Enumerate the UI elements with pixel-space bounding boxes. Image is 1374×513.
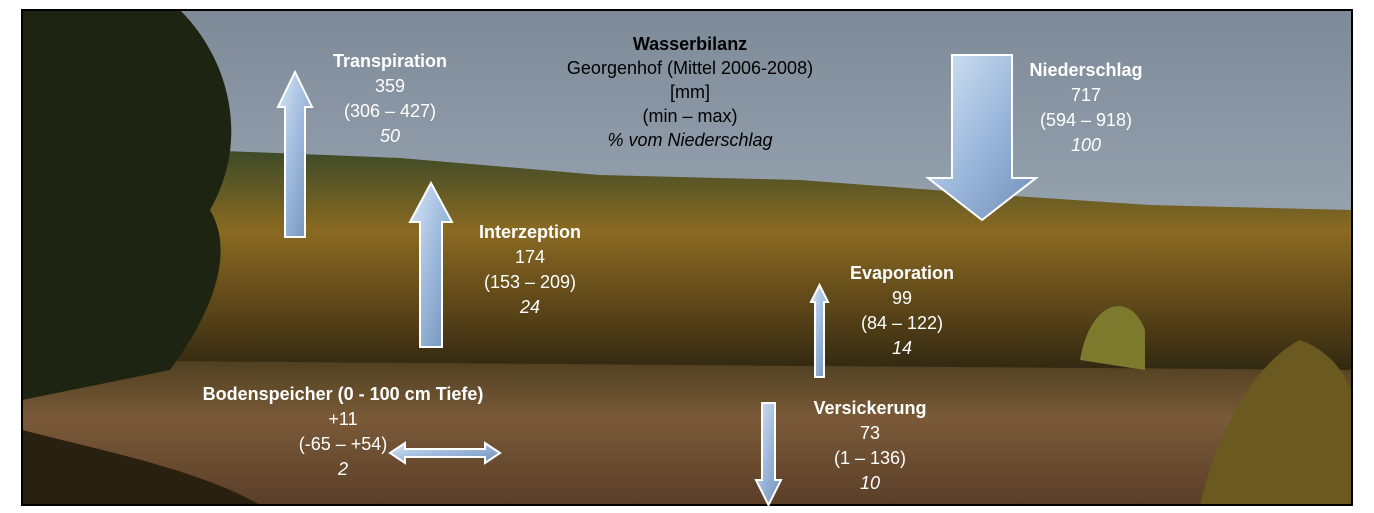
flow-range: (-65 – +54) — [299, 434, 388, 454]
flow-value: 174 — [515, 247, 545, 267]
flow-name: Versickerung — [813, 398, 926, 418]
flow-value: 99 — [892, 288, 912, 308]
flow-range: (306 – 427) — [344, 101, 436, 121]
flow-value: 73 — [860, 423, 880, 443]
flow-value: 359 — [375, 76, 405, 96]
subtitle-line: % vom Niederschlag — [607, 130, 772, 150]
flow-range: (594 – 918) — [1040, 110, 1132, 130]
flow-percent: 100 — [1071, 135, 1101, 155]
subtitle-line: [mm] — [670, 82, 710, 102]
flow-name: Transpiration — [333, 51, 447, 71]
flow-range: (1 – 136) — [834, 448, 906, 468]
flow-percent: 2 — [337, 459, 348, 479]
flow-percent: 24 — [519, 297, 540, 317]
arrows — [276, 54, 1039, 508]
title: Wasserbilanz — [633, 34, 747, 54]
flow-value: +11 — [328, 409, 357, 429]
subtitle-line: Georgenhof (Mittel 2006-2008) — [567, 58, 813, 78]
flow-name: Niederschlag — [1029, 60, 1142, 80]
flow-range: (153 – 209) — [484, 272, 576, 292]
flow-percent: 10 — [860, 473, 880, 493]
flow-percent: 14 — [892, 338, 912, 358]
flow-range: (84 – 122) — [861, 313, 943, 333]
flow-name: Evaporation — [850, 263, 954, 283]
subtitle-line: (min – max) — [642, 106, 737, 126]
flow-value: 717 — [1071, 85, 1101, 105]
photo-background — [22, 10, 1352, 505]
flow-percent: 50 — [380, 126, 400, 146]
frame — [21, 9, 1353, 506]
flow-name: Interzeption — [479, 222, 581, 242]
flow-name: Bodenspeicher (0 - 100 cm Tiefe) — [203, 384, 484, 404]
flow-labels: Transpiration 359 (306 – 427) 50 Niederschla… — [203, 51, 1143, 493]
